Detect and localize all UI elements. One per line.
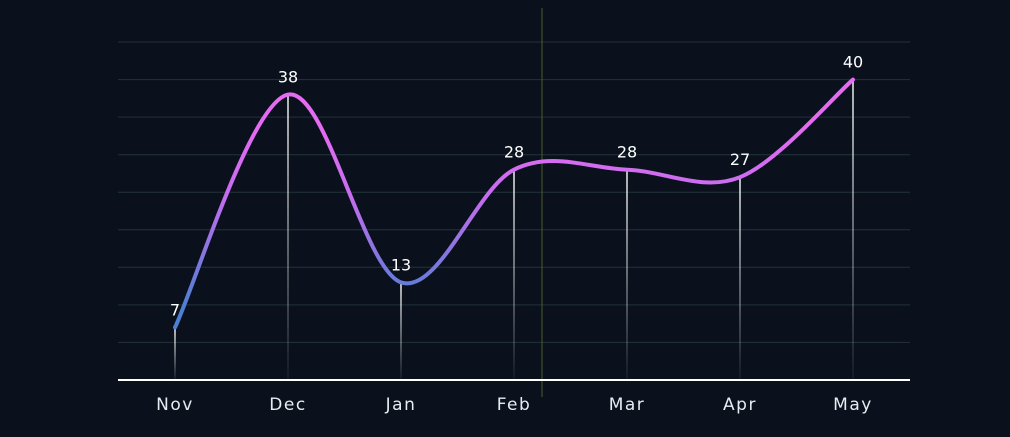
- drop-line: [287, 94, 289, 380]
- drop-line: [174, 327, 176, 380]
- drop-line: [400, 282, 402, 380]
- drop-line: [626, 169, 628, 380]
- drop-line: [513, 169, 515, 380]
- drop-line: [852, 79, 854, 380]
- drop-line: [739, 177, 741, 380]
- data-label: 7: [170, 300, 180, 319]
- data-label: 28: [617, 143, 637, 162]
- x-tick-label: Nov: [156, 395, 194, 415]
- data-label: 27: [730, 150, 750, 169]
- x-tick-label: Dec: [269, 395, 306, 415]
- data-label: 28: [504, 143, 524, 162]
- x-axis-ticks: Nov Dec Jan Feb Mar Apr May: [156, 395, 873, 415]
- data-label: 13: [391, 255, 411, 274]
- drop-lines: [174, 79, 854, 380]
- x-tick-label: Mar: [609, 395, 646, 415]
- series-line: [173, 77, 855, 330]
- x-tick-label: May: [833, 395, 873, 415]
- data-label: 40: [843, 53, 863, 72]
- data-label: 38: [278, 68, 298, 87]
- x-tick-label: Apr: [723, 395, 757, 415]
- x-tick-label: Jan: [385, 395, 417, 415]
- x-tick-label: Feb: [497, 395, 532, 415]
- data-labels: 7 38 13 28 28 27 40: [170, 53, 863, 320]
